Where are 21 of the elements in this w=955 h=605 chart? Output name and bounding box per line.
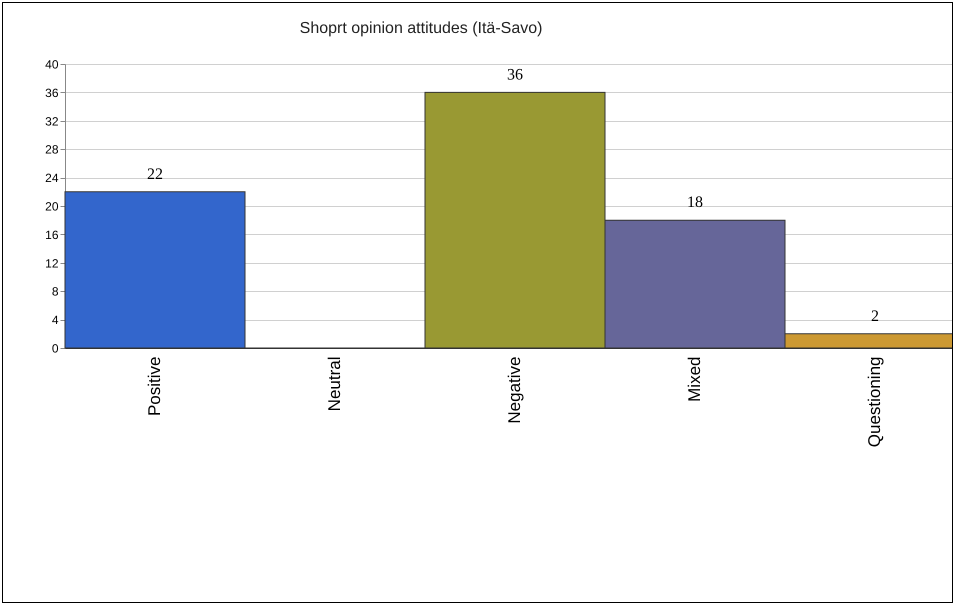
- y-tick-label: 16: [45, 228, 59, 242]
- chart-title: Shoprt opinion attitudes (Itä-Savo): [300, 20, 542, 37]
- data-label: 18: [687, 194, 703, 212]
- data-label: 2: [871, 308, 879, 325]
- data-label: 22: [147, 166, 163, 183]
- y-tick-label: 8: [52, 284, 59, 299]
- y-tick-label: 32: [45, 114, 59, 128]
- x-tick-label: Neutral: [325, 356, 344, 412]
- y-tick-label: 0: [52, 342, 59, 356]
- x-tick-label: Mixed: [685, 356, 704, 402]
- y-tick-label: 4: [52, 313, 59, 328]
- x-tick-label: Questioning: [865, 356, 884, 448]
- y-tick-label: 36: [45, 86, 59, 100]
- y-tick-label: 28: [45, 142, 59, 157]
- y-tick-label: 40: [45, 58, 59, 72]
- data-label: 36: [507, 66, 523, 84]
- y-tick-label: 24: [45, 171, 59, 186]
- y-tick-label: 20: [45, 200, 59, 214]
- x-tick-label: Negative: [505, 356, 524, 424]
- x-tick-label: Positive: [145, 356, 164, 416]
- y-tick-label: 12: [45, 256, 59, 270]
